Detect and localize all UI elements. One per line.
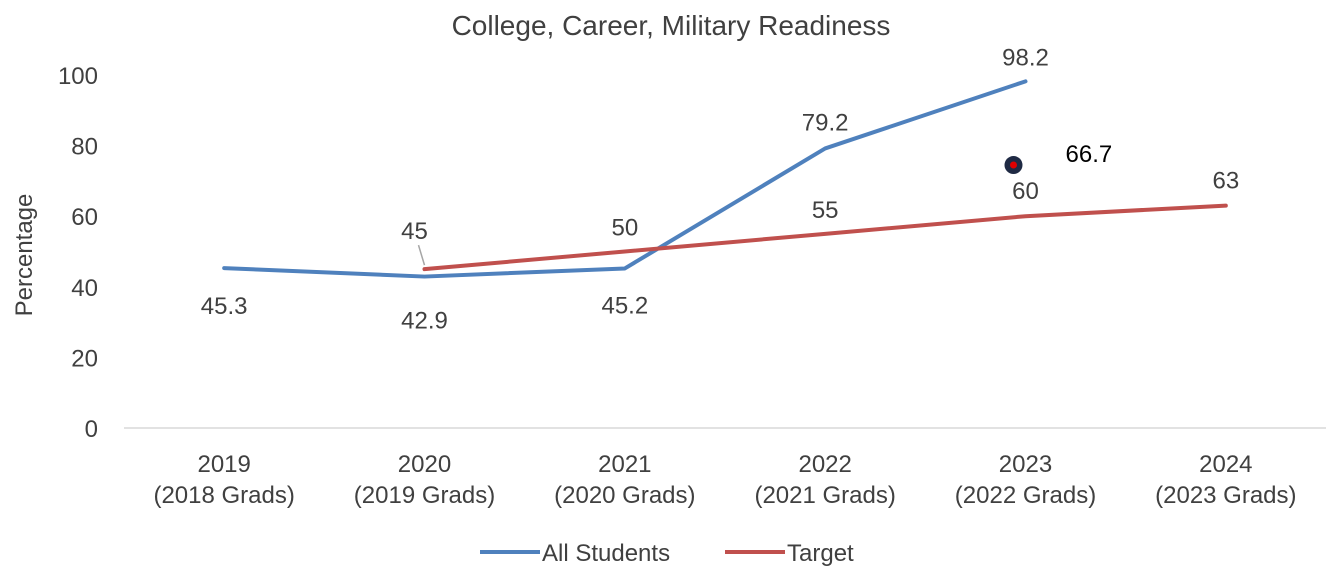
data-label: 42.9 bbox=[401, 308, 448, 335]
y-tick-label: 40 bbox=[71, 275, 98, 302]
data-label: 98.2 bbox=[1002, 44, 1049, 71]
x-tick-label-year: 2020 bbox=[398, 451, 451, 478]
y-tick-label: 0 bbox=[85, 416, 98, 443]
legend: All Students Target bbox=[480, 540, 854, 567]
data-label: 79.2 bbox=[802, 109, 849, 136]
x-tick-label-year: 2019 bbox=[197, 451, 250, 478]
data-labels: 45.3 42.9 45.2 79.2 98.2 45 50 55 60 63 bbox=[201, 44, 1239, 334]
x-tick-label-grads: (2022 Grads) bbox=[955, 482, 1096, 509]
y-tick-label: 60 bbox=[71, 204, 98, 231]
data-label: 45.3 bbox=[201, 293, 248, 320]
data-label: 45.2 bbox=[601, 292, 648, 319]
series-line-all-students bbox=[222, 79, 1028, 279]
x-tick-label-year: 2023 bbox=[999, 451, 1052, 478]
chart-title: College, Career, Military Readiness bbox=[452, 10, 891, 41]
label-leader-line bbox=[417, 244, 426, 266]
legend-label: Target bbox=[787, 540, 854, 567]
x-tick-label-grads: (2018 Grads) bbox=[153, 482, 294, 509]
data-label: 50 bbox=[611, 215, 638, 242]
annotation-label: 66.7 bbox=[1066, 141, 1113, 168]
x-tick-label-year: 2022 bbox=[798, 451, 851, 478]
data-label: 45 bbox=[401, 218, 428, 245]
x-tick-label-grads: (2021 Grads) bbox=[754, 482, 895, 509]
x-tick-label-grads: (2020 Grads) bbox=[554, 482, 695, 509]
x-tick-label-year: 2021 bbox=[598, 451, 651, 478]
series-line-target bbox=[422, 203, 1228, 272]
annotation-marker-center bbox=[1010, 161, 1017, 169]
x-axis-ticks: 2019 (2018 Grads) 2020 (2019 Grads) 2021 (202… bbox=[153, 451, 1296, 509]
data-label: 63 bbox=[1212, 168, 1239, 195]
data-label: 55 bbox=[812, 197, 839, 224]
data-label: 60 bbox=[1012, 178, 1039, 205]
x-tick-label-year: 2024 bbox=[1199, 451, 1252, 478]
y-axis-ticks: 0 20 40 60 80 100 bbox=[58, 63, 98, 443]
x-tick-label-grads: (2019 Grads) bbox=[354, 482, 495, 509]
y-tick-label: 80 bbox=[71, 134, 98, 161]
y-axis-label: Percentage bbox=[11, 194, 38, 317]
legend-label: All Students bbox=[542, 540, 670, 567]
annotation-layer: 66.7 bbox=[1004, 141, 1113, 175]
y-tick-label: 20 bbox=[71, 345, 98, 372]
series-layer bbox=[222, 79, 1228, 279]
x-tick-label-grads: (2023 Grads) bbox=[1155, 482, 1296, 509]
y-tick-label: 100 bbox=[58, 63, 98, 90]
